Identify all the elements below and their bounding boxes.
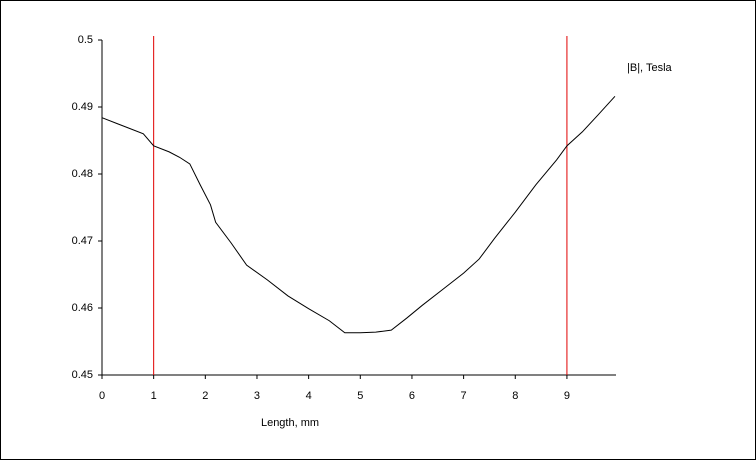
y-tick-label: 0.47 xyxy=(72,235,93,247)
x-tick-label: 9 xyxy=(564,390,570,402)
x-tick-label: 4 xyxy=(306,390,312,402)
legend-label: |B|, Tesla xyxy=(627,62,673,74)
x-tick-label: 0 xyxy=(99,390,105,402)
y-tick-label: 0.46 xyxy=(72,302,93,314)
y-tick-label: 0.49 xyxy=(72,101,93,113)
y-tick-label: 0.5 xyxy=(78,34,93,46)
x-tick-label: 8 xyxy=(512,390,518,402)
x-tick-label: 6 xyxy=(409,390,415,402)
x-tick-label: 2 xyxy=(202,390,208,402)
x-tick-label: 5 xyxy=(357,390,363,402)
x-axis-label: Length, mm xyxy=(261,417,319,429)
x-tick-label: 1 xyxy=(151,390,157,402)
x-tick-label: 3 xyxy=(254,390,260,402)
x-tick-label: 7 xyxy=(461,390,467,402)
y-tick-label: 0.48 xyxy=(72,168,93,180)
data-line xyxy=(101,95,616,334)
y-tick-label: 0.45 xyxy=(72,369,93,381)
